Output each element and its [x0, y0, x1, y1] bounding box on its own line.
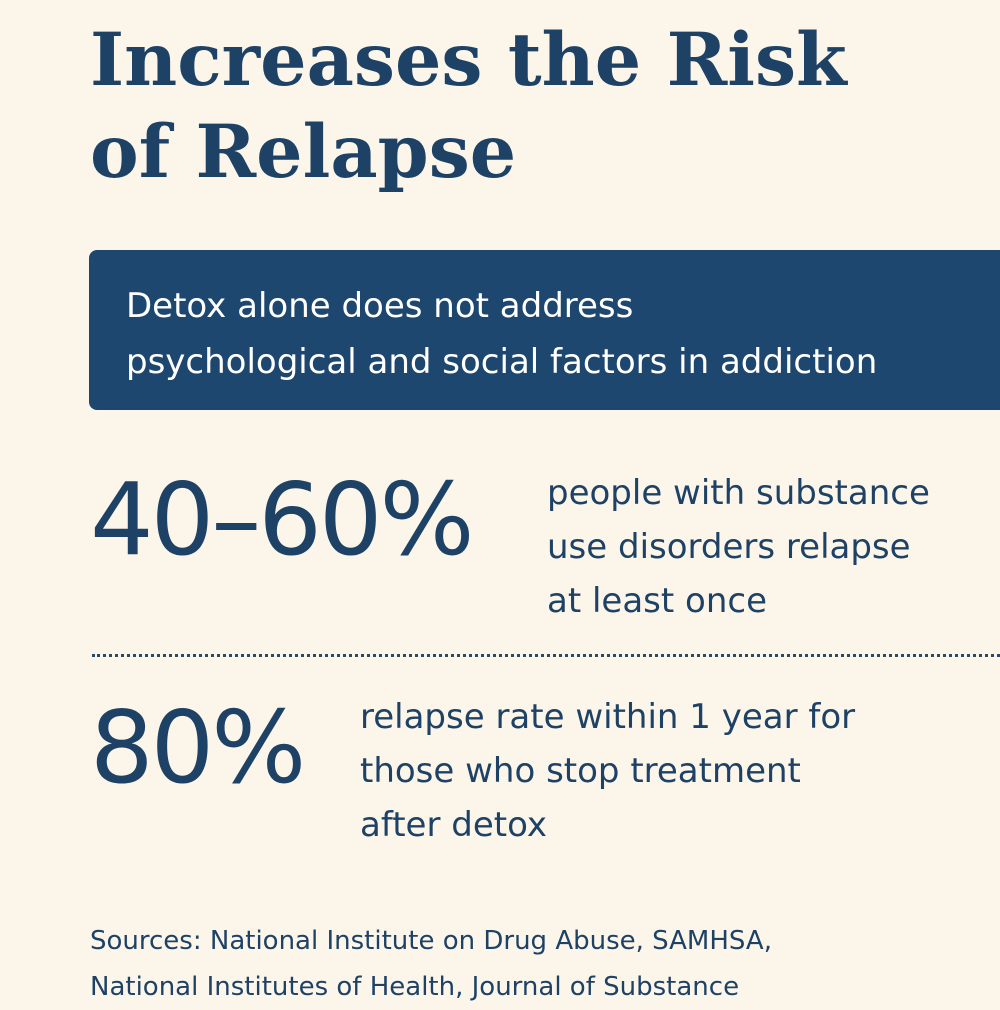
stat-description: relapse rate within 1 year for those who…	[360, 690, 855, 852]
stat-description-line: at least once	[547, 581, 767, 621]
sources-footnote: Sources: National Institute on Drug Abus…	[90, 918, 990, 1010]
callout-line-2: psychological and social factors in addi…	[126, 342, 878, 382]
title-line-1: Increases the Risk	[90, 17, 847, 103]
stat-description-line: after detox	[360, 805, 547, 845]
stat-description-line: people with substance	[547, 473, 930, 513]
stat-description-line: use disorders relapse	[547, 527, 911, 567]
sources-line-1: Sources: National Institute on Drug Abus…	[90, 926, 772, 956]
page-title: Increases the Risk of Relapse	[90, 14, 970, 198]
dotted-divider	[92, 654, 1000, 657]
title-line-2: of Relapse	[90, 109, 517, 195]
stat-block-relapse-one-year: 80% relapse rate within 1 year for those…	[90, 688, 1000, 868]
callout-banner: Detox alone does not address psychologic…	[89, 250, 1000, 410]
stat-block-relapse-once: 40–60% people with substance use disorde…	[90, 460, 1000, 630]
callout-text: Detox alone does not address psychologic…	[126, 278, 1000, 390]
stat-description-line: those who stop treatment	[360, 751, 801, 791]
stat-description: people with substance use disorders rela…	[547, 466, 930, 628]
stat-description-line: relapse rate within 1 year for	[360, 697, 856, 737]
sources-line-2: National Institutes of Health, Journal o…	[90, 972, 740, 1002]
callout-line-1: Detox alone does not address	[126, 286, 634, 326]
stat-value: 80%	[90, 689, 306, 806]
stat-value: 40–60%	[90, 461, 475, 578]
